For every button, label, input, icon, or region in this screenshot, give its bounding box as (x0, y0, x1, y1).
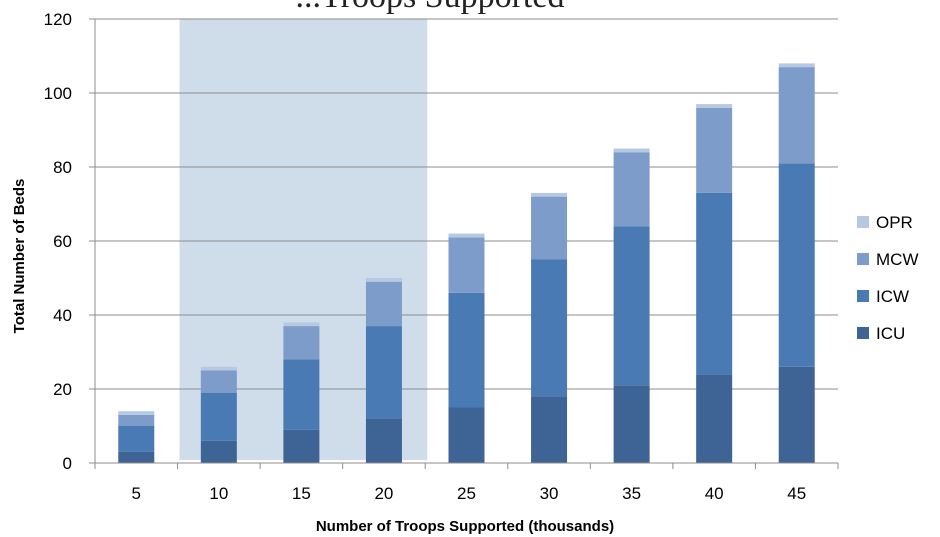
bar-icu-45 (778, 366, 815, 463)
x-tick-label: 45 (787, 484, 806, 503)
bar-opr-15 (283, 322, 320, 327)
bar-mcw-45 (778, 67, 815, 164)
bar-icu-40 (696, 374, 733, 463)
x-tick-label: 15 (292, 484, 311, 503)
legend-label-icu: ICU (876, 324, 905, 343)
bar-mcw-30 (531, 196, 568, 260)
legend-swatch-icu (857, 327, 869, 339)
y-tick-label: 100 (44, 84, 72, 103)
y-tick-label: 60 (53, 232, 72, 251)
legend-swatch-mcw (857, 253, 869, 265)
y-tick-label: 120 (44, 10, 72, 29)
y-tick-label: 80 (53, 158, 72, 177)
bar-icu-15 (283, 429, 320, 463)
y-tick-label: 0 (63, 454, 72, 473)
bar-icu-25 (448, 407, 485, 463)
chart-title: ...Troops Supported (296, 0, 565, 15)
y-tick-label: 20 (53, 380, 72, 399)
bar-icw-30 (531, 259, 568, 397)
x-tick-label: 20 (374, 484, 393, 503)
bar-icu-20 (365, 418, 402, 463)
bar-opr-20 (365, 278, 402, 282)
x-tick-label: 35 (622, 484, 641, 503)
legend-label-mcw: MCW (876, 250, 918, 269)
bar-icu-30 (531, 396, 568, 463)
tick-labels: 0 20 40 60 80 100 120 5 10 15 20 25 30 35 40 45 (44, 10, 807, 503)
bar-mcw-40 (696, 107, 733, 193)
x-tick-label: 5 (132, 484, 141, 503)
bar-icw-25 (448, 292, 485, 408)
legend: OPR MCW ICW ICU (857, 213, 918, 343)
bar-opr-10 (200, 366, 237, 371)
bars-group (118, 63, 815, 463)
bar-mcw-20 (365, 281, 402, 327)
bar-opr-25 (448, 233, 485, 238)
axes (89, 18, 839, 469)
chart-title-group: ...Troops Supported (296, 0, 565, 15)
y-tick-label: 40 (53, 306, 72, 325)
bar-icw-10 (200, 392, 237, 441)
bar-opr-35 (613, 148, 650, 153)
bar-mcw-35 (613, 152, 650, 227)
bar-opr-40 (696, 104, 733, 108)
legend-swatch-opr (857, 216, 869, 228)
bar-mcw-10 (200, 370, 237, 393)
y-axis-label: Total Number of Beds (11, 179, 28, 334)
bar-icu-35 (613, 385, 650, 463)
bar-icu-5 (118, 451, 155, 463)
bar-opr-5 (118, 411, 155, 415)
bar-mcw-25 (448, 237, 485, 293)
x-tick-label: 25 (457, 484, 476, 503)
legend-label-icw: ICW (876, 287, 909, 306)
x-tick-label: 40 (705, 484, 724, 503)
bar-mcw-5 (118, 414, 155, 426)
legend-label-opr: OPR (876, 213, 913, 232)
bar-icw-5 (118, 426, 155, 452)
x-axis-label: Number of Troops Supported (thousands) (316, 518, 614, 535)
bar-icw-15 (283, 359, 320, 430)
bar-icw-40 (696, 192, 733, 375)
bar-opr-45 (778, 63, 815, 68)
bar-icw-20 (365, 326, 402, 419)
x-tick-label: 10 (209, 484, 228, 503)
bar-icw-35 (613, 226, 650, 386)
bar-mcw-15 (283, 326, 320, 360)
x-tick-label: 30 (540, 484, 559, 503)
bar-icu-10 (200, 440, 237, 463)
legend-swatch-icw (857, 290, 869, 302)
bar-opr-30 (531, 192, 568, 197)
bar-icw-45 (778, 163, 815, 367)
